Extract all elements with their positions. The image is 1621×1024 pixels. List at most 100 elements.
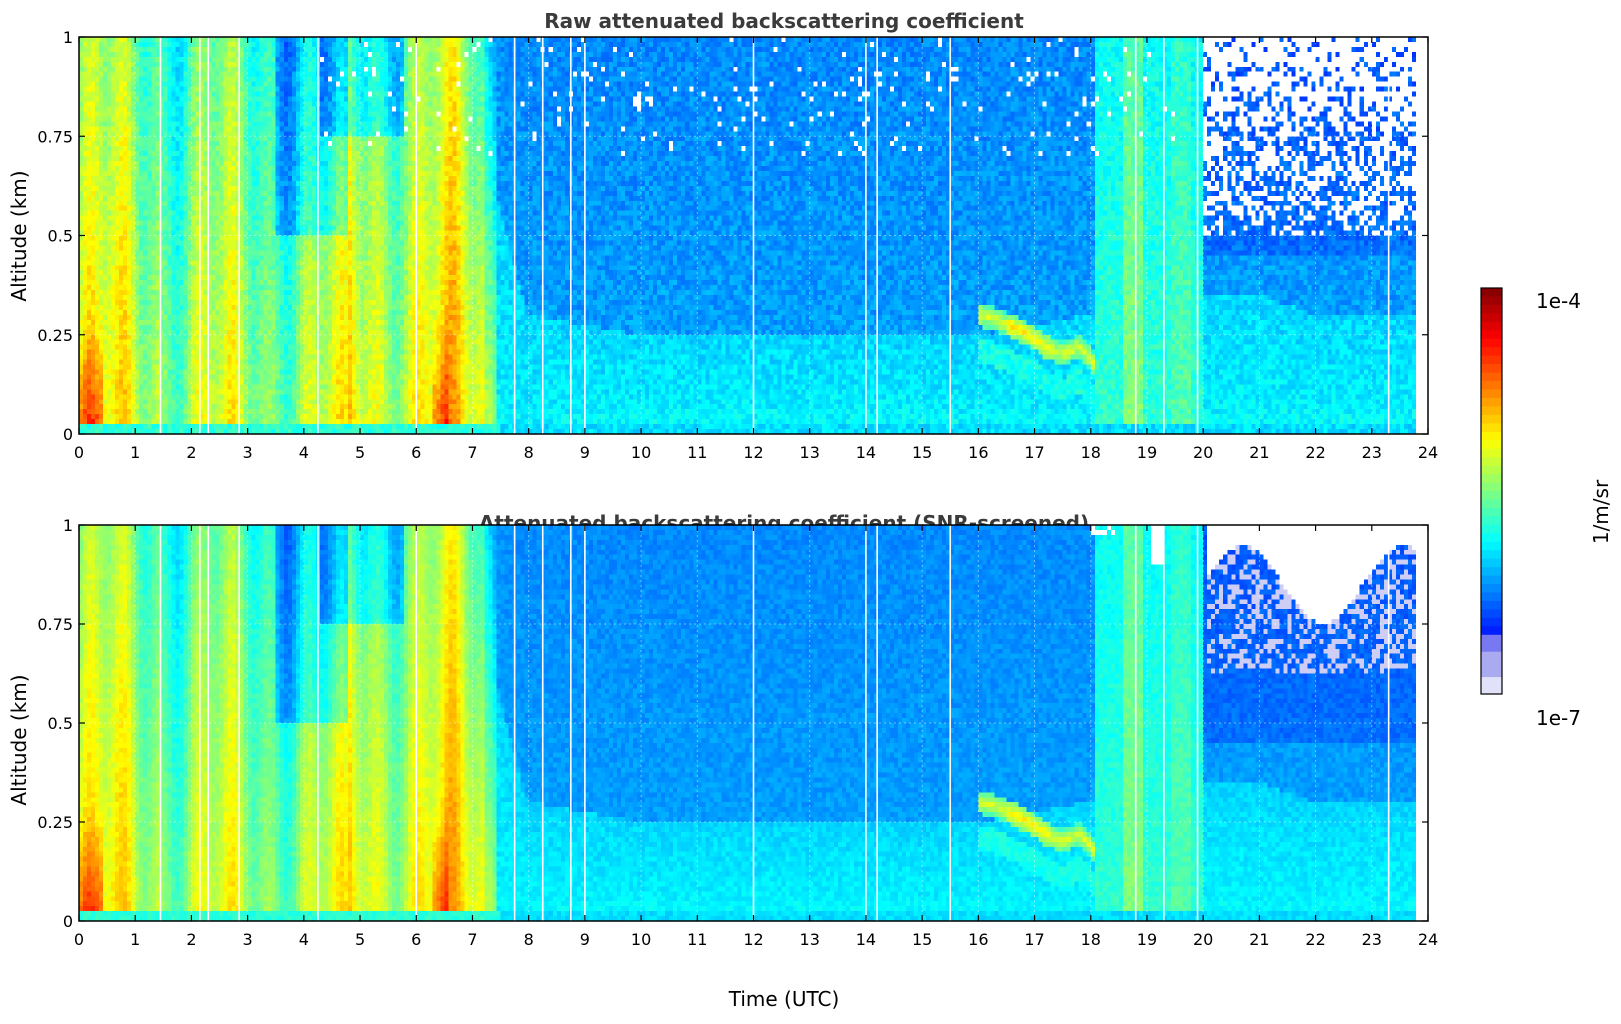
colorbar-swatch xyxy=(1481,321,1502,331)
x-tick-label: 18 xyxy=(1081,443,1101,462)
colorbar-swatch xyxy=(1481,617,1502,627)
x-tick-label: 15 xyxy=(912,930,932,949)
x-tick-label: 16 xyxy=(968,443,988,462)
x-tick-label: 9 xyxy=(580,443,590,462)
colorbar-swatch xyxy=(1481,499,1502,509)
colorbar-swatch xyxy=(1481,364,1502,374)
y-axis-label-screened: Altitude (km) xyxy=(7,674,31,805)
x-tick-label: 23 xyxy=(1362,930,1382,949)
y-tick-label: 0.5 xyxy=(48,714,73,733)
x-tick-label: 20 xyxy=(1193,930,1213,949)
axes-screened: 0 1 2 3 4 5 6 7 8 9 10 11 12 13 14 15 16 17 18 19 20 21 22 23 24… xyxy=(37,516,1438,949)
x-tick-label: 15 xyxy=(912,443,932,462)
colorbar-swatch xyxy=(1481,651,1502,661)
colorbar-swatch xyxy=(1481,347,1502,357)
colorbar-unit-label: 1/m/sr xyxy=(1589,479,1613,544)
y-tick-label: 0.75 xyxy=(37,615,73,634)
colorbar-swatch xyxy=(1481,313,1502,323)
y-tick-label: 1 xyxy=(63,28,73,47)
y-tick-label: 0 xyxy=(63,912,73,931)
heatmap-raw xyxy=(79,37,1428,434)
colorbar-swatch xyxy=(1481,372,1502,382)
colorbar-swatch xyxy=(1481,381,1502,391)
colorbar-swatch xyxy=(1481,567,1502,577)
x-tick-label: 6 xyxy=(411,930,421,949)
x-tick-label: 1 xyxy=(130,930,140,949)
x-tick-label: 2 xyxy=(186,443,196,462)
y-tick-label: 0 xyxy=(63,425,73,444)
colorbar-swatch xyxy=(1481,414,1502,424)
colorbar-swatch xyxy=(1481,474,1502,484)
x-tick-label: 7 xyxy=(467,930,477,949)
x-tick-label: 8 xyxy=(524,443,534,462)
x-tick-label: 21 xyxy=(1249,443,1269,462)
x-tick-label: 14 xyxy=(856,443,876,462)
x-tick-label: 17 xyxy=(1024,930,1044,949)
axes-raw: 0 1 2 3 4 5 6 7 8 9 10 11 12 13 14 15 16 17 18 19 20 21 22 23 24… xyxy=(37,28,1438,462)
x-tick-label: 0 xyxy=(74,930,84,949)
x-tick-label: 7 xyxy=(467,443,477,462)
colorbar-swatch xyxy=(1481,448,1502,458)
x-tick-label: 19 xyxy=(1137,930,1157,949)
colorbar-swatch xyxy=(1481,533,1502,543)
x-tick-label: 20 xyxy=(1193,443,1213,462)
y-tick-label: 0.25 xyxy=(37,326,73,345)
colorbar-swatch xyxy=(1481,643,1502,653)
x-tick-label: 9 xyxy=(580,930,590,949)
x-axis-label: Time (UTC) xyxy=(728,987,840,1011)
x-tick-label: 18 xyxy=(1081,930,1101,949)
colorbar-swatch xyxy=(1481,541,1502,551)
colorbar-min-label: 1e-7 xyxy=(1536,706,1581,730)
colorbar-frame xyxy=(1480,287,1503,695)
y-axis-label-raw: Altitude (km) xyxy=(7,170,31,301)
y-tick-label: 0.75 xyxy=(37,127,73,146)
colorbar-swatch xyxy=(1481,609,1502,619)
x-tick-label: 17 xyxy=(1024,443,1044,462)
colorbar-swatch xyxy=(1481,389,1502,399)
colorbar-swatch xyxy=(1481,507,1502,517)
x-tick-label: 0 xyxy=(74,443,84,462)
colorbar-swatch xyxy=(1481,550,1502,560)
x-tick-label: 11 xyxy=(687,930,707,949)
panel-screened: Attenuated backscattering coefficient (S… xyxy=(7,511,1438,1011)
colorbar-swatch xyxy=(1481,584,1502,594)
x-tick-label: 6 xyxy=(411,443,421,462)
colorbar-swatch xyxy=(1481,338,1502,348)
colorbar-swatch xyxy=(1481,431,1502,441)
colorbar-swatch xyxy=(1481,524,1502,534)
colorbar-swatch xyxy=(1481,457,1502,467)
colorbar-swatch xyxy=(1481,668,1502,678)
colorbar-swatch xyxy=(1481,440,1502,450)
colorbar-max-label: 1e-4 xyxy=(1536,289,1581,313)
colorbar-swatch xyxy=(1481,677,1502,687)
colorbar-swatch xyxy=(1481,397,1502,408)
colorbar-swatch xyxy=(1481,685,1502,695)
colorbar-swatch xyxy=(1481,465,1502,475)
x-tick-label: 23 xyxy=(1362,443,1382,462)
colorbar: 1e-4 1e-7 1/m/sr xyxy=(1480,287,1613,730)
y-tick-label: 0.5 xyxy=(48,227,73,246)
x-tick-label: 1 xyxy=(130,443,140,462)
colorbar-swatch xyxy=(1481,575,1502,585)
colorbar-swatch xyxy=(1481,592,1502,602)
colorbar-swatch xyxy=(1481,558,1502,568)
colorbar-swatch xyxy=(1481,516,1502,526)
x-tick-label: 13 xyxy=(800,443,820,462)
x-tick-label: 22 xyxy=(1305,443,1325,462)
x-tick-label: 4 xyxy=(299,443,309,462)
heatmap-screened xyxy=(79,525,1428,921)
x-tick-label: 19 xyxy=(1137,443,1157,462)
colorbar-swatch xyxy=(1481,660,1502,670)
x-tick-label: 5 xyxy=(355,930,365,949)
colorbar-swatch xyxy=(1481,288,1502,298)
x-tick-label: 10 xyxy=(631,930,651,949)
x-tick-label: 4 xyxy=(299,930,309,949)
x-tick-label: 24 xyxy=(1418,443,1438,462)
x-tick-label: 12 xyxy=(743,443,763,462)
x-tick-label: 24 xyxy=(1418,930,1438,949)
x-tick-label: 22 xyxy=(1305,930,1325,949)
colorbar-swatch xyxy=(1481,600,1502,611)
panel-raw: Raw attenuated backscattering coefficien… xyxy=(7,9,1438,462)
